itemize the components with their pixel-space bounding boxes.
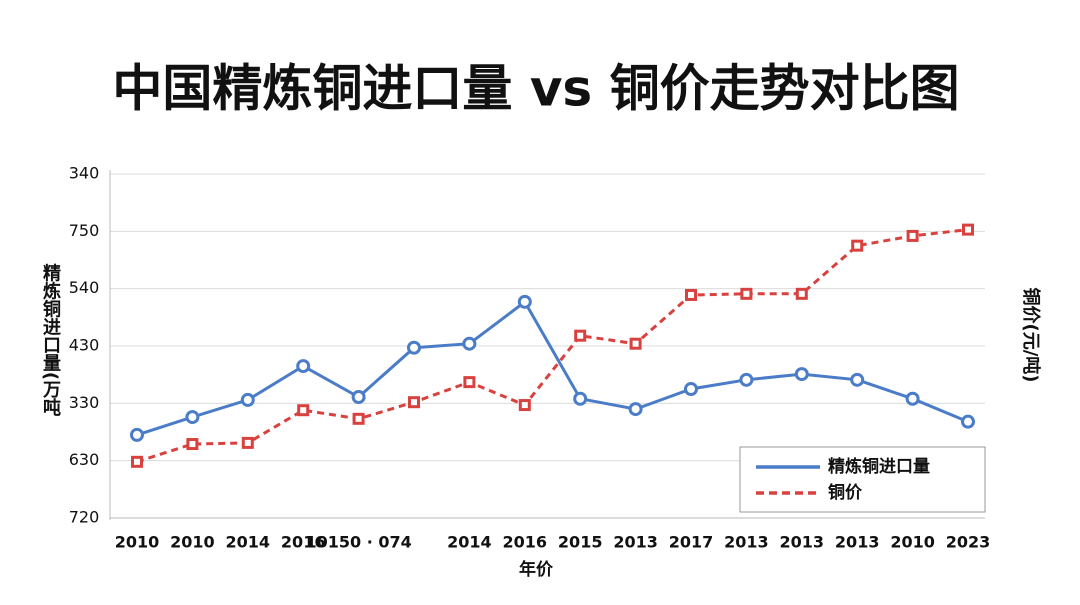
chart-title: 中国精炼铜进口量 vs 铜价走势对比图: [112, 60, 959, 118]
y-tick-label: 430: [69, 336, 100, 355]
point: [517, 294, 532, 309]
point: [462, 336, 477, 351]
point: [851, 239, 864, 252]
series-line: [136, 299, 969, 437]
x-axis-label: 年价: [519, 559, 554, 580]
x-tick-label: 2016: [503, 533, 548, 552]
point: [794, 367, 809, 382]
x-tick-label: 2013: [780, 533, 825, 552]
point: [573, 391, 588, 406]
x-tick-label: 2010: [890, 533, 935, 552]
legend-box: [739, 446, 986, 513]
point: [407, 340, 421, 355]
point: [463, 376, 476, 389]
legend-label: 铜价: [828, 482, 863, 503]
point: [185, 410, 200, 425]
point: [518, 399, 531, 412]
point: [795, 287, 808, 300]
point: [684, 382, 698, 396]
point: [351, 390, 366, 405]
series-line: [136, 228, 969, 464]
point: [905, 391, 920, 406]
point: [297, 404, 310, 417]
point: [131, 455, 143, 468]
x-tick-label: 2013: [835, 533, 880, 552]
point: [574, 329, 587, 342]
point: [740, 287, 753, 300]
x-tick-label: 2010: [170, 533, 215, 552]
point: [186, 438, 199, 451]
x-tick-label: 2017: [669, 533, 714, 552]
y-tick-label: 340: [69, 164, 100, 183]
point: [629, 337, 642, 350]
x-tick-label: 2013: [613, 533, 658, 552]
x-tick-label: 2013: [724, 533, 769, 552]
point: [240, 392, 255, 407]
x-tick-label: 2015: [558, 533, 603, 552]
y-axis-label: 精炼铜进口量(万吨: [40, 263, 62, 416]
y-tick-label: 330: [69, 393, 100, 412]
point: [850, 372, 865, 387]
point: [685, 288, 697, 301]
y-tick-label: 750: [69, 221, 100, 240]
x-tick-label: 10150 · 074: [305, 533, 411, 552]
point: [961, 414, 975, 429]
point: [352, 412, 365, 425]
x-tick-label: 2016: [281, 533, 326, 552]
y2-axis-label: 铜价(元/吨): [1020, 287, 1042, 382]
point: [906, 229, 919, 242]
x-tick-label: 2023: [946, 533, 991, 552]
point: [739, 372, 754, 387]
point: [241, 436, 254, 449]
point: [296, 359, 311, 374]
x-tick-label: 2014: [226, 533, 271, 552]
x-tick-label: 2010: [115, 533, 160, 552]
legend-label: 精炼铜进口量: [828, 456, 930, 477]
x-tick-label: 2014: [447, 533, 492, 552]
point: [628, 402, 643, 417]
y-tick-label: 720: [69, 508, 100, 527]
y-tick-label: 540: [69, 278, 100, 297]
point: [408, 396, 420, 409]
point: [130, 427, 144, 442]
point: [962, 223, 974, 236]
y-tick-label: 630: [69, 450, 100, 469]
